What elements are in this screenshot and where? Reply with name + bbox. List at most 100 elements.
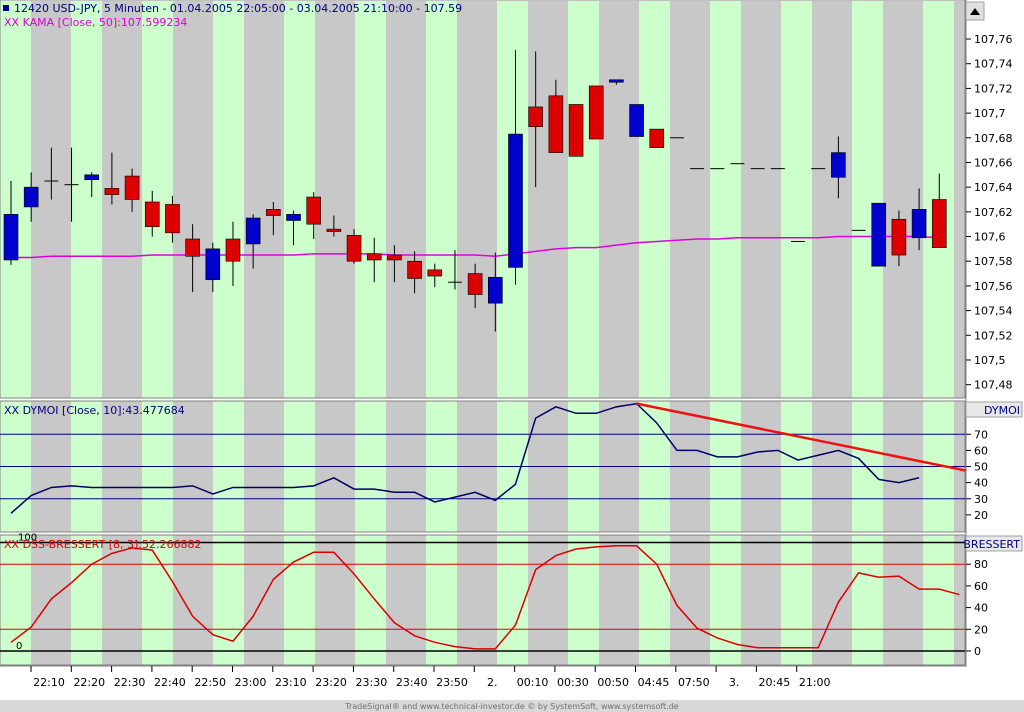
- time-band: [599, 1, 639, 398]
- y-tick-label: 107,68: [974, 132, 1013, 145]
- kama-title: XX KAMA [Close, 50]:107.599234: [4, 16, 187, 29]
- x-tick-label: 23:20: [315, 676, 347, 689]
- dymoi-tag: DYMOI: [984, 404, 1020, 417]
- y-tick-label: 0: [974, 645, 981, 658]
- time-band: [812, 1, 852, 398]
- y-tick-label: 30: [974, 493, 988, 506]
- x-tick-label: 23:30: [356, 676, 388, 689]
- x-tick-label: 04:45: [638, 676, 670, 689]
- x-tick-label: 3.: [729, 676, 740, 689]
- time-band: [528, 1, 568, 398]
- dymoi-title: XX DYMOI [Close, 10]:43.477684: [4, 404, 185, 417]
- dss-pane-frame: [0, 534, 966, 666]
- y-tick-label: 40: [974, 602, 988, 615]
- time-band: [102, 535, 142, 665]
- x-tick-label: 23:50: [436, 676, 468, 689]
- time-band: [639, 1, 670, 398]
- price-pane-frame: [0, 0, 966, 399]
- candle-body: [588, 85, 604, 140]
- y-tick-label: 107,74: [974, 58, 1013, 71]
- time-band: [781, 535, 812, 665]
- time-band: [741, 535, 781, 665]
- dss-left-label-top: 100: [18, 533, 37, 544]
- time-band: [954, 1, 965, 398]
- candle-body: [346, 234, 362, 262]
- footer-bar: [0, 700, 1024, 712]
- kama-line: [11, 235, 940, 259]
- candle-body: [124, 175, 140, 200]
- y-tick-label: 107,62: [974, 206, 1013, 219]
- scroll-up-icon[interactable]: [965, 1, 985, 21]
- time-band: [497, 535, 528, 665]
- time-band: [213, 535, 244, 665]
- time-band: [213, 1, 244, 398]
- dss-left-label-bottom: 0: [16, 641, 22, 652]
- reference-lines: [0, 433, 965, 652]
- x-tick-label: 23:00: [235, 676, 267, 689]
- y-tick-label: 60: [974, 580, 988, 593]
- dss-tag: BRESSERT: [963, 538, 1020, 551]
- dss-tag-box: [965, 535, 1023, 552]
- candle-body: [165, 204, 180, 234]
- x-axis: 22:10 22:20 22:30 22:40 22:50 23:00 23:10 23:20…: [30, 666, 831, 689]
- time-band: [386, 1, 426, 398]
- candle-body: [931, 199, 947, 248]
- y-tick-label: 107,66: [974, 156, 1013, 169]
- time-band: [812, 535, 852, 665]
- candle-body: [266, 209, 281, 216]
- candle-body: [528, 106, 543, 127]
- candle-body: [629, 104, 644, 137]
- time-bands: [0, 1, 965, 665]
- right-axis-background: [966, 0, 1024, 712]
- candle-body: [427, 269, 443, 277]
- y-tick-label: 50: [974, 461, 988, 474]
- candlestick-series: [3, 50, 947, 332]
- candle-body: [225, 238, 241, 262]
- y-tick-label: 107,48: [974, 379, 1013, 392]
- candle-body: [144, 201, 160, 227]
- candle-body: [387, 254, 402, 261]
- x-tick-label: 20:45: [759, 676, 791, 689]
- time-band: [852, 535, 883, 665]
- time-band: [710, 535, 741, 665]
- y-tick-label: 107,64: [974, 181, 1013, 194]
- candle-body: [871, 202, 887, 267]
- x-tick-label: 00:10: [517, 676, 549, 689]
- time-band: [315, 1, 355, 398]
- x-tick-label: 23:40: [396, 676, 428, 689]
- y-tick-label: 40: [974, 477, 988, 490]
- y-tick-label: 107,5: [974, 354, 1006, 367]
- y-tick-label: 107,6: [974, 231, 1006, 244]
- candle-body: [911, 209, 927, 239]
- time-band: [71, 535, 102, 665]
- time-band: [386, 535, 426, 665]
- x-tick-label: 2.: [487, 676, 498, 689]
- y-tick-label: 107,7: [974, 107, 1006, 120]
- candle-body: [306, 196, 322, 225]
- time-band: [142, 1, 173, 398]
- x-tick-label: 07:50: [678, 676, 710, 689]
- candle-body: [104, 188, 120, 195]
- time-band: [710, 1, 741, 398]
- x-tick-label: 22:30: [114, 676, 146, 689]
- candle-body: [467, 273, 483, 295]
- time-band: [426, 1, 457, 398]
- candle-body: [891, 218, 907, 256]
- y-tick-label: 20: [974, 509, 988, 522]
- x-tick-label: 23:10: [275, 676, 307, 689]
- time-band: [852, 1, 883, 398]
- time-band: [244, 535, 284, 665]
- y-tick-label: 70: [974, 428, 988, 441]
- time-band: [528, 535, 568, 665]
- candle-body: [84, 174, 100, 181]
- candle-body: [831, 152, 846, 178]
- y-tick-label: 107,54: [974, 305, 1013, 318]
- series-marker-icon: [3, 5, 9, 11]
- time-band: [284, 535, 315, 665]
- y-tick-label: 107,58: [974, 255, 1013, 268]
- dymoi-series: [10, 402, 970, 514]
- y-tick-label: 107,76: [974, 33, 1013, 46]
- time-band: [0, 535, 31, 665]
- kama-series: [11, 235, 940, 259]
- time-band: [173, 535, 213, 665]
